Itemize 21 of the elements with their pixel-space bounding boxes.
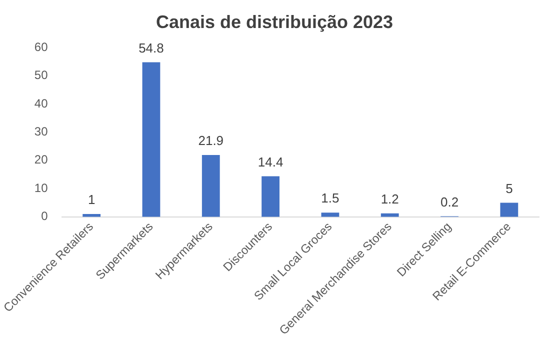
bar — [142, 62, 160, 217]
data-label: 1.2 — [380, 192, 399, 207]
bar — [262, 176, 280, 217]
y-tick-label: 40 — [34, 96, 48, 110]
y-tick-label: 30 — [34, 124, 48, 139]
y-tick-label: 10 — [34, 180, 48, 195]
chart-title: Canais de distribuição 2023 — [156, 12, 394, 32]
data-label: 0.2 — [440, 194, 459, 210]
y-tick-label: 60 — [34, 40, 48, 54]
data-label: 54.8 — [138, 40, 164, 56]
y-tick-label: 20 — [34, 152, 48, 167]
data-label: 1.5 — [321, 190, 340, 206]
data-label: 5 — [506, 180, 513, 196]
bar — [500, 202, 518, 217]
data-label: 14.4 — [258, 154, 284, 170]
y-tick-label: 50 — [34, 68, 48, 82]
data-label: 21.9 — [198, 133, 224, 148]
y-tick-label: 0 — [41, 209, 48, 224]
bar — [321, 212, 340, 217]
bar — [202, 155, 220, 217]
data-label: 1 — [88, 192, 96, 208]
